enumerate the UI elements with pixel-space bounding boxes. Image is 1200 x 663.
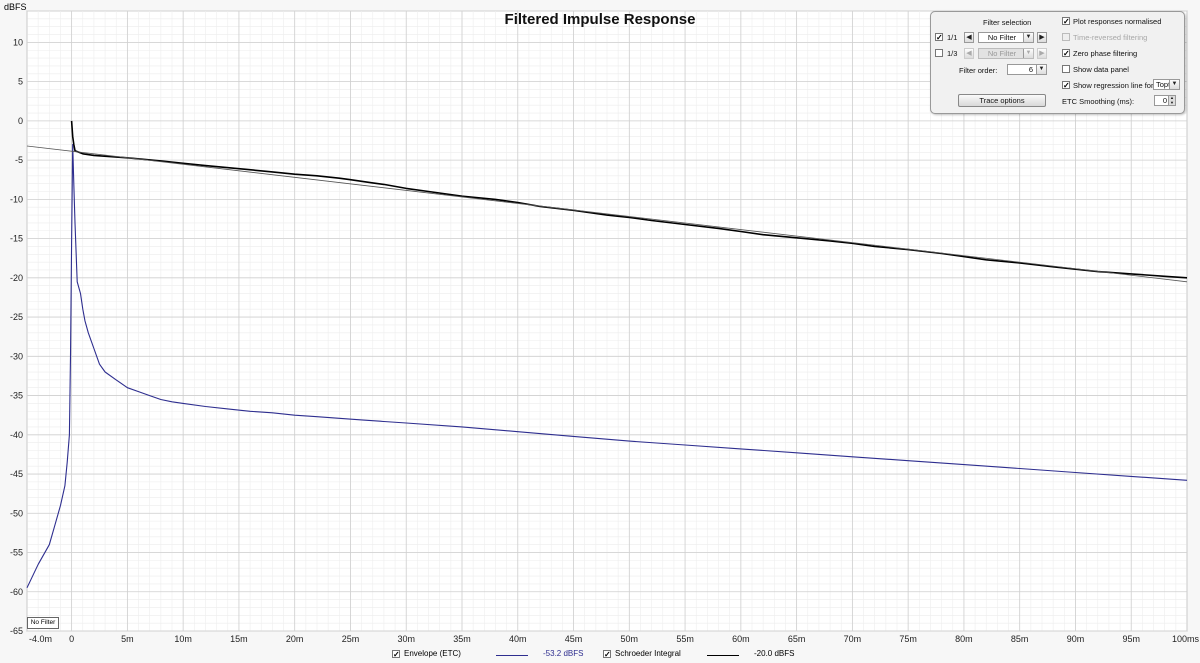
y-tick-label: -50: [10, 508, 23, 518]
chart-title: Filtered Impulse Response: [504, 11, 696, 28]
band-1-3-prev-button[interactable]: ◀: [964, 48, 974, 59]
x-tick-label: 95m: [1122, 634, 1140, 644]
y-tick-label: -15: [10, 234, 23, 244]
x-tick-label: 35m: [453, 634, 471, 644]
schroeder-legend-label: Schroeder Integral: [615, 649, 681, 658]
y-tick-label: -20: [10, 273, 23, 283]
etc-smoothing-label: ETC Smoothing (ms):: [1062, 97, 1135, 106]
regression-label: Show regression line for:: [1073, 81, 1156, 90]
no-filter-badge: No Filter: [27, 617, 59, 629]
zero-phase-checkbox[interactable]: ✓: [1062, 49, 1070, 58]
filter-control-panel: Filter selection ✓ 1/1 ◀ No Filter ▼ ▶ 1…: [930, 11, 1185, 114]
plot-normalised-label: Plot responses normalised: [1073, 17, 1162, 26]
y-tick-label: -30: [10, 351, 23, 361]
y-tick-label: -10: [10, 194, 23, 204]
grid: [26, 10, 1188, 632]
show-data-panel-checkbox[interactable]: [1062, 65, 1070, 73]
x-tick-label: 0: [69, 634, 74, 644]
etc-smoothing-spinner[interactable]: 0 ▲ ▼: [1154, 95, 1176, 106]
trace-options-button[interactable]: Trace options: [958, 94, 1046, 107]
x-tick-label: 20m: [286, 634, 304, 644]
x-tick-label: 100ms: [1172, 634, 1200, 644]
spinner-arrows-icon: ▲ ▼: [1168, 95, 1175, 105]
x-tick-label: 80m: [955, 634, 973, 644]
envelope-legend-swatch: [496, 655, 528, 656]
etc-smoothing-value: 0: [1162, 96, 1167, 105]
x-tick-label: 45m: [565, 634, 583, 644]
regression-value: Topt: [1156, 80, 1171, 89]
y-tick-label: -45: [10, 469, 23, 479]
time-reversed-checkbox[interactable]: [1062, 33, 1070, 41]
band-1-3-checkbox[interactable]: [935, 49, 943, 57]
schroeder-legend-value: -20.0 dBFS: [754, 649, 795, 658]
envelope-legend-label: Envelope (ETC): [404, 649, 461, 658]
chevron-down-icon: ▼: [1169, 80, 1179, 89]
chevron-down-icon: ▼: [1023, 49, 1033, 58]
zero-phase-label: Zero phase filtering: [1073, 49, 1138, 58]
y-tick-labels: 10 5 0 -5 -10 -15 -20 -25 -30 -35 -40 -45 -50 -55 -60 -…: [10, 37, 23, 636]
filter-order-select[interactable]: 6 ▼: [1007, 64, 1047, 75]
series-group: [26, 120, 1188, 589]
x-tick-label: -4.0m: [29, 634, 52, 644]
y-tick-label: 5: [18, 77, 23, 87]
y-tick-label: -5: [15, 155, 23, 165]
x-tick-label: 30m: [397, 634, 415, 644]
y-tick-label: -60: [10, 587, 23, 597]
show-data-panel-label: Show data panel: [1073, 65, 1129, 74]
y-tick-label: 0: [18, 116, 23, 126]
y-tick-label: -25: [10, 312, 23, 322]
x-tick-label: 10m: [174, 634, 192, 644]
x-tick-label: 70m: [844, 634, 862, 644]
filter-order-value: 6: [1028, 65, 1033, 74]
x-tick-label: 55m: [676, 634, 694, 644]
regression-checkbox[interactable]: ✓: [1062, 81, 1070, 90]
envelope-legend-checkbox[interactable]: ✓: [392, 650, 400, 659]
band-1-3-label: 1/3: [947, 49, 958, 58]
band-1-1-filter-select[interactable]: No Filter ▼: [978, 32, 1034, 43]
x-tick-label: 5m: [121, 634, 134, 644]
chevron-down-icon: ▼: [1023, 33, 1033, 42]
x-tick-label: 40m: [509, 634, 527, 644]
x-tick-label: 15m: [230, 634, 248, 644]
y-axis-unit: dBFS: [4, 2, 27, 12]
y-tick-label: -40: [10, 430, 23, 440]
x-tick-label: 85m: [1011, 634, 1029, 644]
band-1-1-prev-button[interactable]: ◀: [964, 32, 974, 43]
band-1-1-label: 1/1: [947, 33, 958, 42]
band-1-1-checkbox[interactable]: ✓: [935, 33, 943, 42]
time-reversed-label: Time-reversed filtering: [1073, 33, 1148, 42]
y-tick-label: -35: [10, 391, 23, 401]
band-1-1-filter-value: No Filter: [987, 33, 1017, 42]
x-tick-label: 75m: [899, 634, 917, 644]
x-tick-label: 50m: [621, 634, 639, 644]
band-1-3-next-button[interactable]: ▶: [1037, 48, 1047, 59]
envelope-etc-line: [26, 143, 1188, 589]
x-tick-label: 25m: [342, 634, 360, 644]
regression-line-line: [26, 145, 1188, 283]
y-tick-label: 10: [13, 37, 23, 47]
band-1-3-filter-value: No Filter: [987, 49, 1017, 58]
x-tick-labels: -4.0m 0 5m 10m 15m 20m 25m 30m 35m 40m 45m 50m 55m 60…: [29, 634, 1199, 644]
plot-normalised-checkbox[interactable]: ✓: [1062, 17, 1070, 26]
x-tick-label: 65m: [788, 634, 806, 644]
y-tick-label: -55: [10, 548, 23, 558]
filter-selection-label: Filter selection: [983, 18, 1032, 27]
envelope-legend-value: -53.2 dBFS: [543, 649, 584, 658]
x-tick-label: 90m: [1067, 634, 1085, 644]
schroeder-legend-swatch: [707, 655, 739, 656]
band-1-3-filter-select[interactable]: No Filter ▼: [978, 48, 1034, 59]
regression-select[interactable]: Topt ▼: [1153, 79, 1180, 90]
x-tick-label: 60m: [732, 634, 750, 644]
y-tick-label: -65: [10, 626, 23, 636]
band-1-1-next-button[interactable]: ▶: [1037, 32, 1047, 43]
chevron-down-icon: ▼: [1036, 65, 1046, 74]
schroeder-legend-checkbox[interactable]: ✓: [603, 650, 611, 659]
filter-order-label: Filter order:: [959, 66, 998, 75]
